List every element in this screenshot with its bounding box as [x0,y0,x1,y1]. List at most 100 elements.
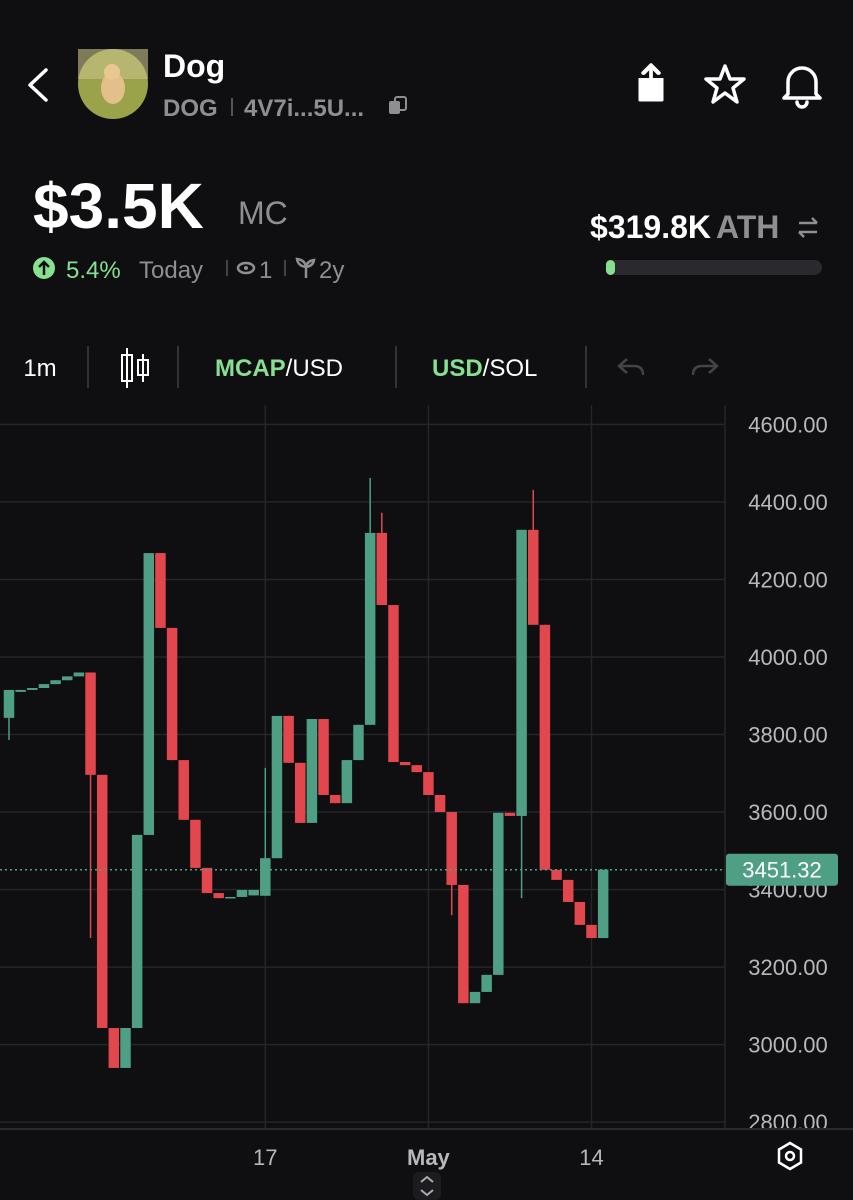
y-tick-label: 4200.00 [748,567,828,592]
candle-body [341,760,353,804]
y-tick-label: 4000.00 [748,645,828,670]
candle-body [504,812,516,816]
swap-icon[interactable] [798,217,818,238]
candle-body [190,819,201,868]
y-tick-label: 4400.00 [748,490,828,515]
candle-body [295,762,306,823]
watchers: 1 [259,257,272,284]
candle-body [481,974,492,992]
candle-body [399,762,411,766]
candle-body [248,889,259,896]
back-button[interactable] [28,68,48,102]
y-tick-label: 3600.00 [748,800,828,825]
candle-body [213,893,224,899]
candle-body [562,879,574,902]
candle-body [178,760,189,820]
candle-body [225,896,236,899]
candle-body [458,884,469,1004]
interval-button[interactable]: 1m [23,355,56,382]
copy-icon[interactable] [389,96,407,114]
last-price-label: 3451.32 [742,858,822,883]
chart-settings-dot [784,1150,796,1162]
candle-body [201,867,213,894]
chart-type-button[interactable] [121,348,149,388]
resize-handle[interactable] [413,1172,441,1200]
candle-body [27,687,38,690]
last-price-badge [726,853,838,886]
candle-body [539,624,551,870]
token-name: Dog [163,48,225,84]
age-icon [295,257,316,278]
candle-body [469,991,481,1004]
candle-body [446,812,457,885]
notification-button[interactable] [782,66,822,109]
age: 2y [319,257,344,284]
y-tick-label: 3000.00 [748,1033,828,1058]
x-tick-label: 14 [579,1145,603,1170]
ath-value: $319.8K [590,209,711,245]
candle-body [388,605,399,763]
ath-progress-fill [606,260,615,275]
chart-settings-button[interactable] [777,1141,803,1171]
mode-primary[interactable]: MCAP [215,355,286,382]
candle-body [434,794,446,813]
candle-body [283,715,294,763]
redo-button[interactable] [691,358,719,376]
candle-body [586,924,597,939]
quote-secondary[interactable]: /SOL [483,355,538,382]
change-up-icon [33,257,55,279]
candle-body [353,724,364,761]
token-symbol: DOG [163,95,218,122]
undo-button[interactable] [617,358,645,376]
favorite-button[interactable] [704,64,746,104]
candle-body [306,719,318,823]
candle-body [73,672,85,677]
chart: 2800.003000.003200.003400.003600.003800.… [0,405,838,1170]
quote-toggle[interactable]: USD/SOL [432,355,537,382]
candle-body [574,901,586,925]
candle-body [493,812,504,975]
candle-body [411,765,422,773]
ath-unit: ATH [716,209,779,245]
candle-body [597,869,609,939]
candle-body [271,715,283,859]
market-cap-unit: MC [238,195,288,231]
change-period: Today [139,257,203,284]
y-tick-label: 3200.00 [748,955,828,980]
y-tick-label: 3800.00 [748,723,828,748]
candle-body [50,680,61,685]
candle-body [423,772,434,795]
candle-body [143,553,155,835]
candle-body [329,794,341,804]
candle-body [516,529,527,816]
candle-body [131,834,143,1028]
candle-body [85,672,96,775]
token-address[interactable]: 4V7i...5U... [244,95,364,122]
candle-body [15,689,26,692]
candle-body [528,529,539,625]
candle-body [364,532,376,725]
price-change: 5.4% [66,257,121,284]
candle-body [551,869,562,880]
candle-body [108,1027,120,1068]
candle-body [120,1027,131,1068]
quote-primary[interactable]: USD [432,355,483,382]
candle-body [376,532,388,606]
avatar [78,49,148,119]
share-button[interactable] [638,63,664,102]
resize-handle-icon [420,1175,434,1197]
x-tick-label: 17 [253,1145,277,1170]
mode-secondary[interactable]: /USD [286,355,343,382]
candle-body [318,719,329,795]
candle-body [236,889,248,897]
y-tick-label: 2800.00 [748,1110,828,1135]
eye-icon [236,261,256,275]
candle-body [38,684,50,688]
y-tick-label: 4600.00 [748,412,828,437]
candle-body [96,774,108,1028]
candle-body [62,676,73,681]
mode-toggle[interactable]: MCAP/USD [215,355,343,382]
candle-body [3,689,15,718]
x-tick-label: May [407,1145,451,1170]
